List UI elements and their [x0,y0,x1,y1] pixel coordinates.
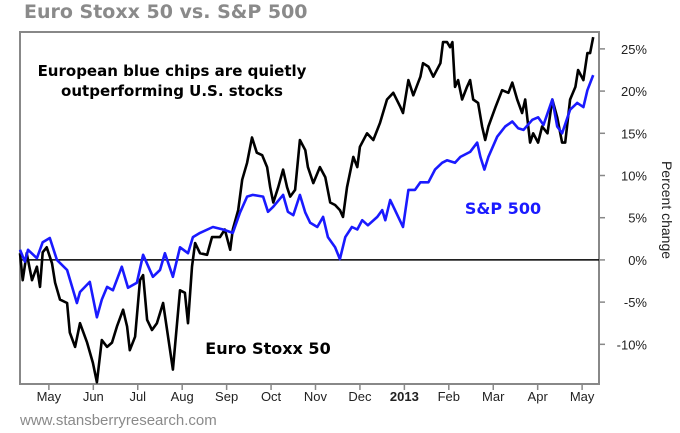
x-tick-label: Feb [438,389,460,404]
x-tick-label: 2013 [390,389,419,404]
series-line-euro-stoxx-50 [18,36,595,384]
y-tick-label: -10% [617,337,648,352]
y-tick-label: -5% [624,295,648,310]
x-tick-label: Oct [261,389,282,404]
y-tick-label: 10% [621,169,647,184]
x-tick-label: Sep [215,389,238,404]
chart-title: Euro Stoxx 50 vs. S&P 500 [24,1,308,23]
source-footer: www.stansberryresearch.com [20,412,217,429]
x-tick-label: May [37,389,62,404]
y-tick-label: 0% [628,253,647,268]
y-axis-label: Percent change [659,161,675,259]
y-tick-label: 20% [621,84,647,99]
x-tick-label: Aug [171,389,194,404]
series-label-euro-stoxx-50: Euro Stoxx 50 [205,339,330,358]
chart-annotation-line: European blue chips are quietly [38,62,307,80]
series-line-s-p-500 [18,74,595,319]
x-tick-label: Mar [482,389,505,404]
x-tick-label: Jul [129,389,146,404]
y-tick-label: 15% [621,126,647,141]
x-tick-label: May [570,389,595,404]
series-label-sp-500: S&P 500 [465,199,541,218]
chart-annotation-line: outperforming U.S. stocks [61,82,283,100]
x-tick-label: Jun [83,389,104,404]
x-tick-label: Dec [348,389,372,404]
x-tick-label: Nov [304,389,328,404]
y-tick-label: 5% [628,211,647,226]
y-tick-label: 25% [621,42,647,57]
x-tick-label: Apr [528,389,549,404]
